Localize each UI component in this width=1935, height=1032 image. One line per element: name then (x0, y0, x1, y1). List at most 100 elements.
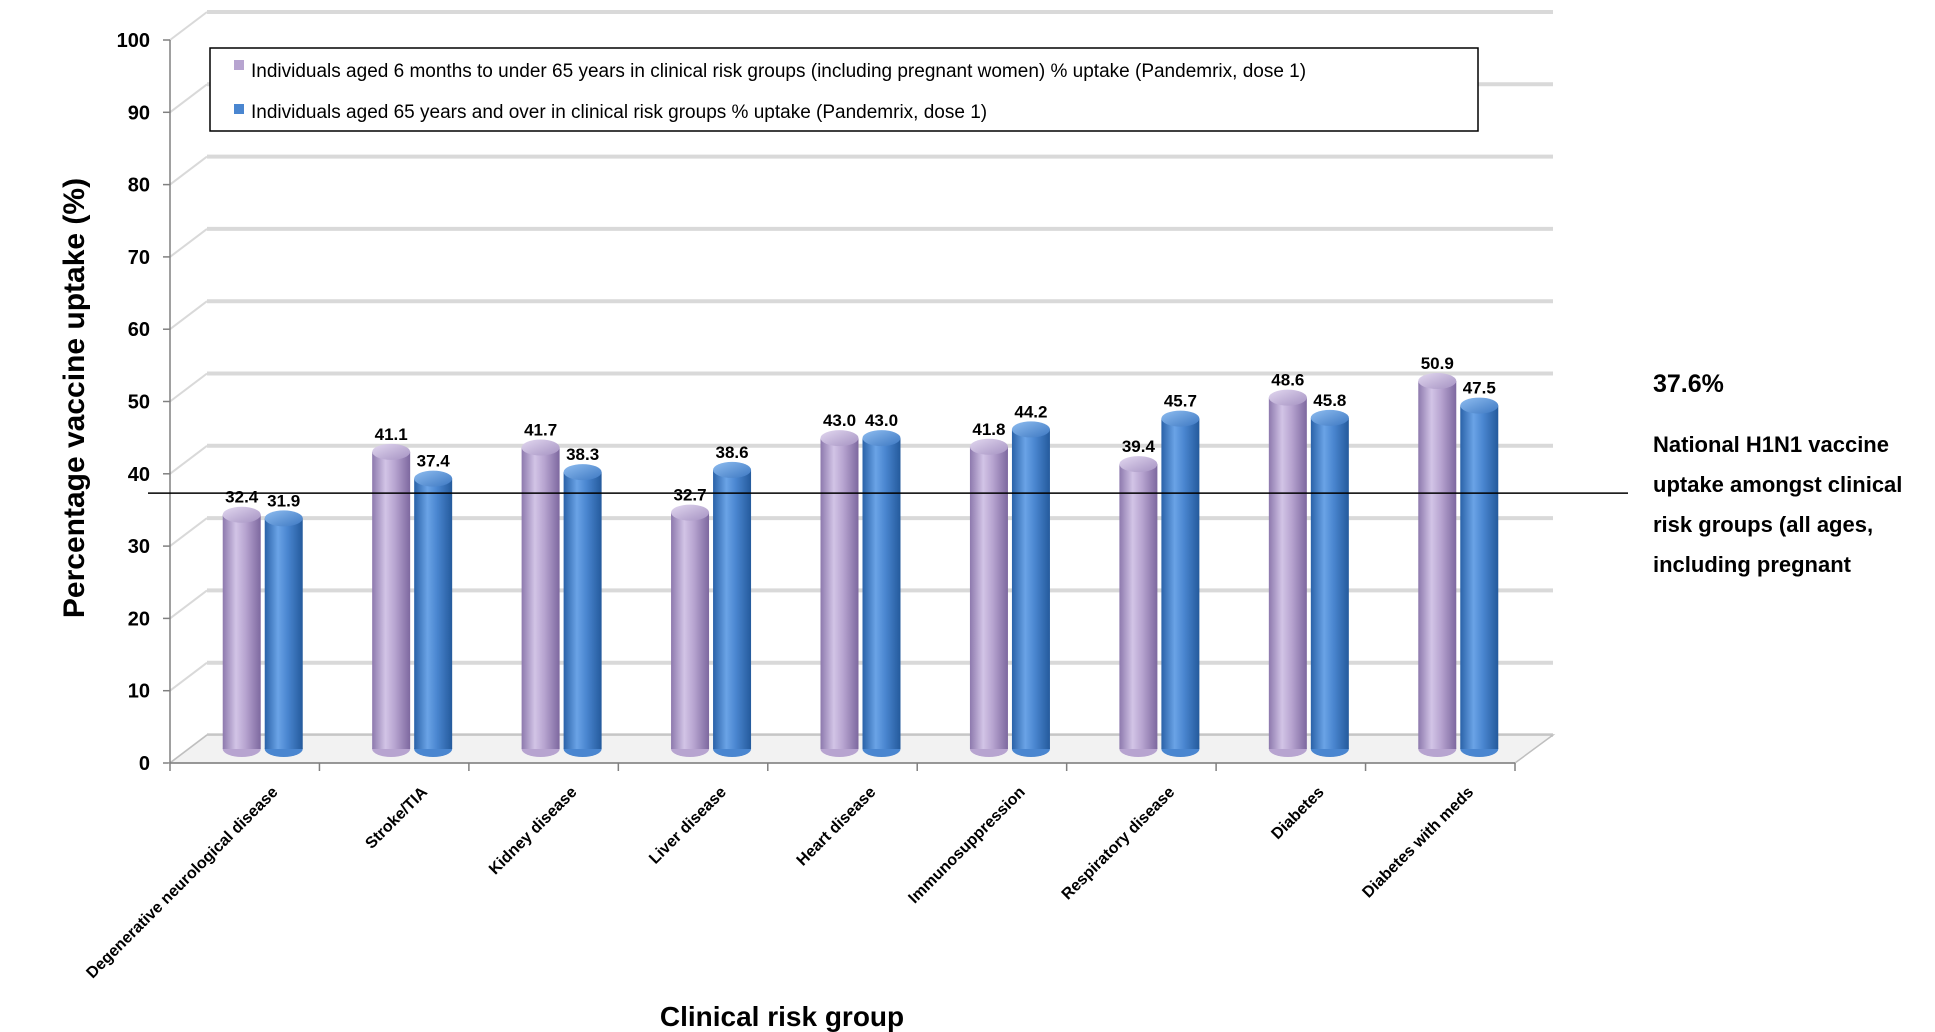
legend-label-series-2: Individuals aged 65 years and over in cl… (251, 102, 987, 123)
x-axis-category-labels: Degenerative neurological disease Stroke/… (83, 783, 1477, 981)
bar-under-65 (820, 430, 859, 757)
bar-body (969, 446, 1008, 749)
bar-top (862, 430, 901, 447)
bar-under-65 (521, 439, 560, 757)
gridline-depth (169, 589, 208, 620)
x-axis-title: Clinical risk group (660, 1001, 904, 1032)
category-label: Stroke/TIA (362, 783, 431, 852)
bar-body (820, 438, 859, 749)
bar-body (1268, 397, 1307, 749)
y-tick-label: 10 (128, 681, 150, 703)
bar-top (222, 506, 261, 523)
bar-under-65 (222, 506, 261, 757)
bar-under-65 (1119, 456, 1158, 757)
data-label: 41.8 (972, 420, 1005, 439)
category-label: Kidney disease (486, 784, 580, 878)
reference-line-value: 37.6% (1653, 370, 1724, 398)
y-tick-label: 50 (128, 392, 150, 414)
legend-swatch-series-1 (234, 60, 244, 70)
data-label: 38.6 (716, 443, 749, 462)
bar-under-65 (969, 438, 1008, 757)
bar-top (713, 461, 752, 478)
legend-swatch-series-2 (234, 104, 244, 114)
category-label: Immunosuppression (905, 784, 1028, 907)
bar-body (521, 447, 560, 749)
data-label: 31.9 (267, 491, 300, 510)
legend-box (209, 47, 1479, 132)
bar-top (1119, 456, 1158, 473)
bar-under-65 (1418, 372, 1457, 757)
gridline-depth (169, 372, 208, 403)
bar-65-and-over (414, 470, 453, 757)
data-label: 41.1 (375, 425, 408, 444)
bars (222, 372, 1499, 757)
data-label: 50.9 (1421, 354, 1454, 373)
bar-top (1161, 410, 1200, 427)
bar-top (671, 504, 710, 521)
data-label: 43.0 (865, 411, 898, 430)
bar-65-and-over (862, 430, 901, 757)
y-tick-label: 30 (128, 536, 150, 558)
bar-body (1161, 418, 1200, 749)
bar-body (414, 478, 453, 749)
category-label: Degenerative neurological disease (83, 784, 281, 982)
bar-65-and-over (1161, 410, 1200, 757)
bar-body (372, 451, 411, 749)
data-label: 41.7 (524, 421, 557, 440)
bar-body (1310, 417, 1349, 749)
category-label: Heart disease (794, 784, 880, 870)
gridline-depth (169, 300, 208, 330)
y-tick-label: 90 (128, 102, 150, 124)
bar-top (563, 464, 602, 481)
bar-under-65 (671, 504, 710, 757)
gridline-depth (169, 517, 208, 547)
bar-top (1310, 409, 1349, 426)
bar-top (1418, 372, 1457, 389)
bar-body (563, 472, 602, 749)
bar-top (1460, 397, 1499, 414)
reference-note-line-2: uptake amongst clinical (1653, 472, 1902, 497)
bar-top (1011, 421, 1050, 438)
bar-top (820, 430, 859, 447)
data-label: 39.4 (1122, 437, 1156, 456)
bar-top (969, 438, 1008, 455)
bar-body (1460, 405, 1499, 749)
bar-body (713, 469, 752, 749)
legend-label-series-1: Individuals aged 6 months to under 65 ye… (251, 61, 1306, 82)
data-label: 45.7 (1164, 392, 1197, 411)
bar-65-and-over (1310, 409, 1349, 757)
bar-top (521, 439, 560, 456)
reference-note-line-1: National H1N1 vaccine (1653, 432, 1889, 457)
bar-body (1011, 429, 1050, 749)
bar-top (264, 510, 303, 527)
category-label: Respiratory disease (1059, 784, 1179, 904)
bar-65-and-over (264, 510, 303, 757)
gridline-depth (169, 661, 208, 692)
data-labels: 32.4 31.9 41.1 37.4 41.7 38.3 32.7 38.6 43.0 43.0… (225, 354, 1496, 510)
data-label: 47.5 (1463, 379, 1496, 398)
bar-65-and-over (713, 461, 752, 757)
bar-body (862, 438, 901, 749)
data-label: 38.3 (566, 445, 599, 464)
data-label: 43.0 (823, 411, 856, 430)
category-label: Liver disease (646, 784, 730, 868)
y-axis-title: Percentage vaccine uptake (%) (58, 178, 91, 618)
bar-body (1119, 464, 1158, 749)
reference-note-line-3: risk groups (all ages, (1653, 512, 1873, 537)
gridline-depth (169, 83, 208, 114)
data-label: 45.8 (1313, 391, 1346, 410)
y-tick-label: 0 (139, 753, 150, 775)
bar-top (1268, 389, 1307, 406)
data-label: 44.2 (1014, 402, 1047, 421)
y-tick-label: 40 (128, 464, 150, 486)
data-label: 37.4 (417, 452, 451, 471)
bar-under-65 (372, 443, 411, 757)
bar-body (671, 512, 710, 749)
bar-65-and-over (1011, 421, 1050, 757)
legend: Individuals aged 6 months to under 65 ye… (209, 47, 1479, 132)
data-label: 32.4 (225, 488, 259, 507)
bar-top (414, 470, 453, 487)
y-axis-ticks: 0 10 20 30 40 50 60 70 80 90 100 (117, 30, 150, 775)
data-label: 32.7 (674, 486, 707, 505)
